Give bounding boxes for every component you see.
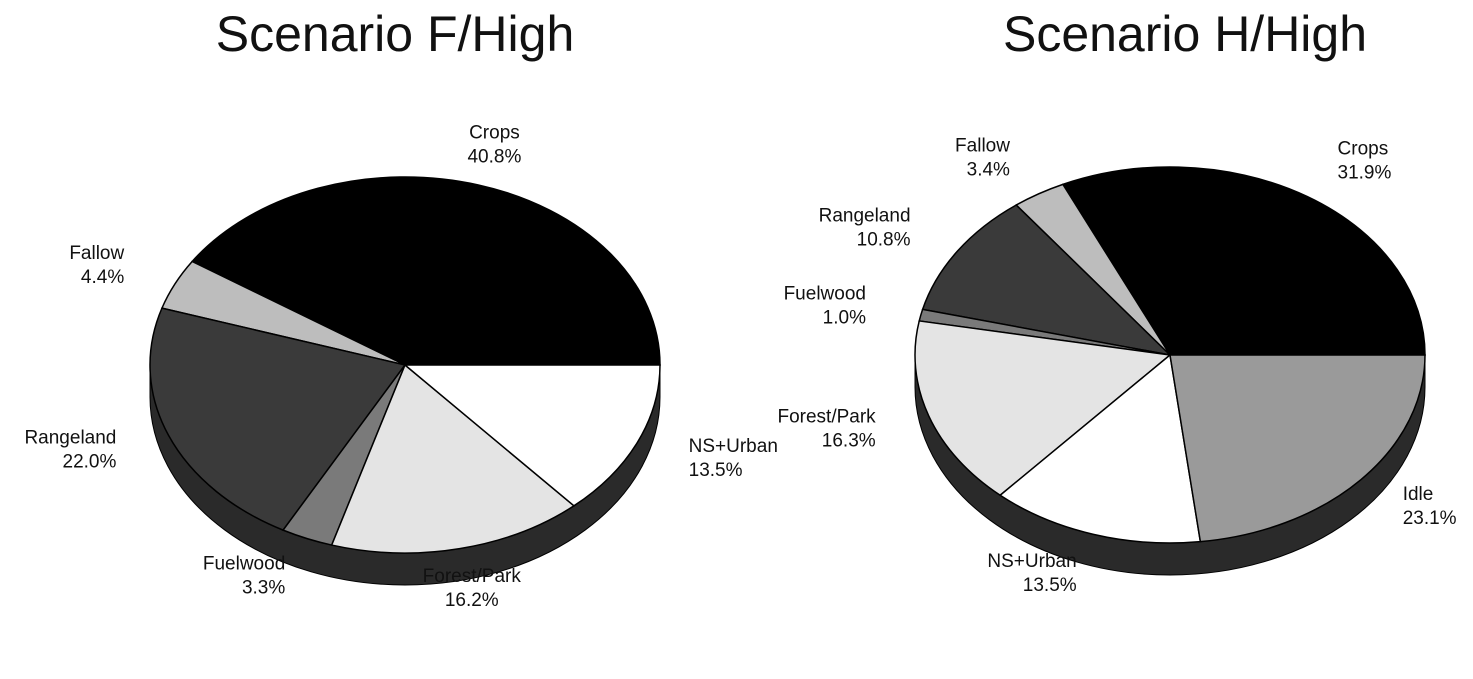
slice-value-label: 3.4% [967, 159, 1010, 180]
pie-slice [1061, 166, 1426, 356]
slice-label: Fallow [955, 135, 1010, 156]
pie-chart: Scenario F/High Crops 40.8% Fallow 4.4% Range… [24, 6, 777, 611]
slice-value-label: 31.9% [1338, 163, 1392, 184]
pie-slice [914, 320, 1172, 497]
slice-label: Crops [469, 122, 520, 143]
pie-slice [149, 307, 407, 532]
pie-slice [330, 363, 576, 554]
slice-value-label: 23.1% [1403, 508, 1457, 529]
pie-slice [998, 353, 1202, 544]
chart-title: Scenario F/High [216, 6, 575, 62]
slice-label: NS+Urban [689, 436, 778, 457]
slice-label: Forest/Park [777, 406, 876, 427]
pie-slice [1169, 354, 1426, 543]
slice-label: NS+Urban [987, 551, 1076, 572]
slice-label: Rangeland [819, 205, 911, 226]
pie-chart: Scenario H/High Crops 31.9% Fallow 3.4% Range… [777, 6, 1456, 596]
slice-value-label: 3.3% [242, 578, 285, 599]
slice-value-label: 1.0% [823, 307, 866, 328]
slice-label: Fuelwood [203, 554, 285, 575]
slice-label: Rangeland [24, 428, 116, 449]
slice-value-label: 4.4% [81, 267, 124, 288]
slice-value-label: 16.3% [822, 430, 876, 451]
slice-value-label: 40.8% [467, 146, 521, 167]
slice-label: Fallow [69, 243, 124, 264]
slice-label: Idle [1403, 484, 1434, 505]
pie-slice [402, 364, 661, 507]
chart-title: Scenario H/High [1003, 6, 1367, 62]
slice-value-label: 16.2% [445, 590, 499, 611]
pie-slice [921, 204, 1173, 357]
slice-label: Crops [1338, 139, 1389, 160]
slice-label: Forest/Park [423, 566, 522, 587]
slice-value-label: 13.5% [689, 460, 743, 481]
slice-label: Fuelwood [784, 283, 866, 304]
slice-value-label: 13.5% [1023, 575, 1077, 596]
slice-value-label: 10.8% [857, 229, 911, 250]
slice-value-label: 22.0% [63, 452, 117, 473]
